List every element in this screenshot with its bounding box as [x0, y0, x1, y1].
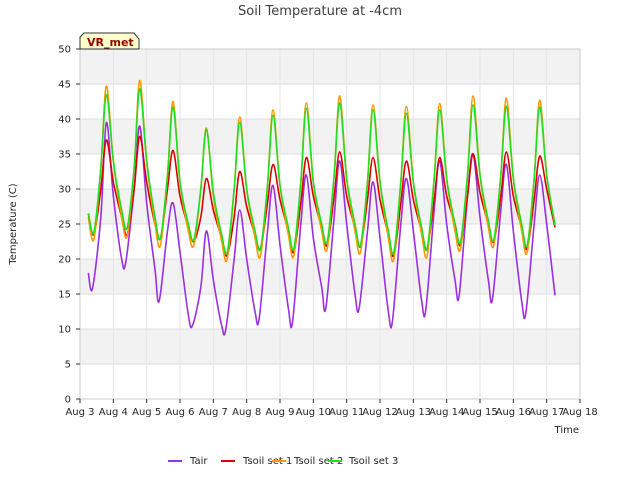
band-shaded: [80, 119, 580, 154]
x-axis-label: Time: [554, 425, 579, 436]
x-tick-label: Aug 11: [329, 407, 364, 418]
legend-label: Tsoil set 3: [348, 456, 398, 467]
y-axis-ticks: 0 5 10 15 20 25 30 35 40 45 50: [58, 45, 80, 406]
x-tick-label: Aug 14: [429, 407, 464, 418]
band-shaded: [80, 49, 580, 84]
y-tick-label: 40: [58, 115, 71, 126]
legend-label: Tsoil set 2: [293, 456, 343, 467]
y-tick-label: 35: [58, 150, 71, 161]
x-tick-label: Aug 12: [362, 407, 397, 418]
x-tick-label: Aug 16: [496, 407, 531, 418]
band-light: [80, 154, 580, 189]
x-tick-label: Aug 9: [265, 407, 294, 418]
band-light: [80, 84, 580, 119]
x-axis-ticks: Aug 3 Aug 4 Aug 5 Aug 6 Aug 7 Aug 8 Aug 9 Aug 1…: [65, 399, 598, 418]
legend-label: Tsoil set 1: [242, 456, 292, 467]
legend-item-tair: Tair: [168, 456, 208, 467]
y-tick-label: 45: [58, 80, 71, 91]
series-lines: [87, 79, 556, 336]
legend: Tair Tsoil set 1 Tsoil set 2 Tsoil set 3: [168, 456, 398, 467]
legend-item-tsoil-set-3: Tsoil set 3: [328, 456, 398, 467]
y-tick-label: 30: [58, 185, 71, 196]
band-light: [80, 364, 580, 399]
chart-title: Soil Temperature at -4cm: [238, 4, 402, 19]
band-shaded: [80, 329, 580, 364]
legend-label: Tair: [189, 456, 208, 467]
y-tick-label: 5: [65, 360, 71, 371]
legend-item-tsoil-set-1: Tsoil set 1: [221, 456, 292, 467]
series-line-tsoil-set-3: [87, 88, 556, 255]
x-tick-label: Aug 15: [462, 407, 497, 418]
x-tick-label: Aug 5: [132, 407, 161, 418]
y-axis-label: Temperature (C): [8, 183, 19, 265]
y-tick-label: 20: [58, 255, 71, 266]
x-tick-label: Aug 7: [199, 407, 228, 418]
series-line-tair: [87, 121, 556, 336]
x-tick-label: Aug 8: [232, 407, 261, 418]
site-badge: VR_met: [79, 32, 140, 50]
band-light: [80, 294, 580, 329]
x-tick-label: Aug 13: [396, 407, 431, 418]
x-tick-label: Aug 4: [99, 407, 128, 418]
y-tick-label: 25: [58, 220, 71, 231]
x-tick-label: Aug 10: [296, 407, 331, 418]
y-tick-label: 15: [58, 290, 71, 301]
y-tick-label: 0: [65, 395, 71, 406]
x-tick-label: Aug 17: [529, 407, 564, 418]
y-tick-label: 50: [58, 45, 71, 56]
y-tick-label: 10: [58, 325, 71, 336]
x-tick-label: Aug 6: [165, 407, 194, 418]
legend-item-tsoil-set-2: Tsoil set 2: [272, 456, 343, 467]
x-tick-label: Aug 18: [562, 407, 597, 418]
site-label: VR_met: [87, 36, 134, 49]
x-tick-label: Aug 3: [65, 407, 94, 418]
